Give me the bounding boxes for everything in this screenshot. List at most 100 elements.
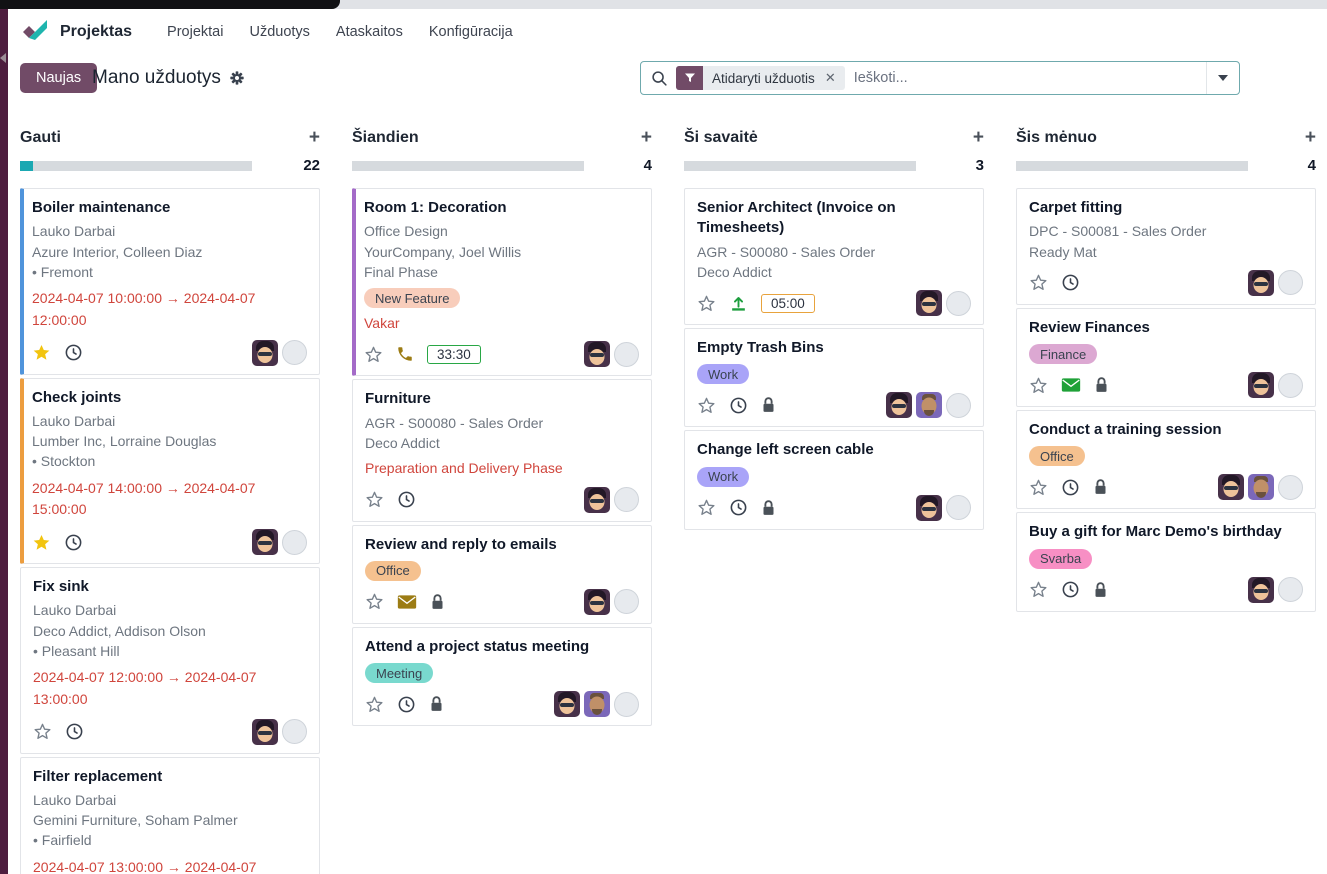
app-name[interactable]: Projektas <box>60 23 133 40</box>
add-card-button[interactable]: + <box>640 127 652 148</box>
star-outline-icon[interactable] <box>1029 376 1048 395</box>
kanban-card[interactable]: Conduct a training session Office <box>1016 410 1316 510</box>
search-input[interactable] <box>853 70 1206 86</box>
star-outline-icon[interactable] <box>364 345 383 364</box>
star-filled-icon[interactable] <box>32 533 51 552</box>
lock-icon[interactable] <box>1093 478 1108 496</box>
envelope-icon[interactable] <box>397 594 417 610</box>
star-outline-icon[interactable] <box>697 294 716 313</box>
assignee-avatar[interactable] <box>1248 269 1274 296</box>
star-outline-icon[interactable] <box>33 722 52 741</box>
star-outline-icon[interactable] <box>1029 580 1048 599</box>
tag-pill[interactable]: Finance <box>1029 344 1098 365</box>
star-outline-icon[interactable] <box>1029 478 1048 497</box>
kanban-card[interactable]: Filter replacement Lauko Darbai Gemini Fur… <box>20 756 320 874</box>
assignee-avatar[interactable] <box>1248 474 1274 501</box>
kanban-card[interactable]: Attend a project status meeting Meeting <box>352 626 652 727</box>
assignee-avatar[interactable] <box>1248 576 1274 603</box>
star-outline-icon[interactable] <box>697 498 716 517</box>
assignee-placeholder-circle[interactable] <box>1278 577 1303 603</box>
star-outline-icon[interactable] <box>1029 273 1048 292</box>
kanban-card[interactable]: Review Finances Finance <box>1016 307 1316 408</box>
assignee-avatar[interactable] <box>554 691 580 718</box>
kanban-card[interactable]: Senior Architect (Invoice on Timesheets)… <box>684 188 984 326</box>
assignee-avatar[interactable] <box>584 691 610 718</box>
nav-item-konfiguracija[interactable]: Konfigūracija <box>428 24 513 40</box>
app-logo-icon[interactable] <box>20 19 50 45</box>
assignee-avatar[interactable] <box>252 529 278 556</box>
clock-icon[interactable] <box>1061 273 1080 292</box>
lock-icon[interactable] <box>761 396 776 414</box>
clock-icon[interactable] <box>1061 580 1080 599</box>
assignee-placeholder-circle[interactable] <box>282 529 307 555</box>
assignee-placeholder-circle[interactable] <box>614 341 639 367</box>
time-badge[interactable]: 05:00 <box>761 293 815 313</box>
assignee-placeholder-circle[interactable] <box>614 589 639 615</box>
clock-icon[interactable] <box>64 343 83 362</box>
lock-icon[interactable] <box>430 593 445 611</box>
search-filter-chip[interactable]: Atidaryti užduotis ✕ <box>676 66 845 90</box>
star-outline-icon[interactable] <box>365 592 384 611</box>
clock-icon[interactable] <box>1061 478 1080 497</box>
collapse-arrow-icon[interactable] <box>0 53 6 63</box>
kanban-card[interactable]: Review and reply to emails Office <box>352 524 652 624</box>
kanban-card[interactable]: Fix sink Lauko Darbai Deco Addict, Addison… <box>20 567 320 754</box>
star-outline-icon[interactable] <box>365 695 384 714</box>
kanban-card[interactable]: Room 1: Decoration Office Design YourCompa… <box>352 188 652 377</box>
assignee-avatar[interactable] <box>1218 474 1244 501</box>
nav-item-uzduotys[interactable]: Užduotys <box>249 24 310 40</box>
assignee-avatar[interactable] <box>886 392 912 419</box>
kanban-card[interactable]: Furniture AGR - S00080 - Sales Order Deco … <box>352 379 652 522</box>
search-dropdown-toggle[interactable] <box>1206 62 1239 94</box>
add-card-button[interactable]: + <box>308 127 320 148</box>
clock-icon[interactable] <box>729 396 748 415</box>
assignee-placeholder-circle[interactable] <box>282 340 307 366</box>
assignee-avatar[interactable] <box>916 494 942 521</box>
column-progress-bar[interactable] <box>1016 160 1248 171</box>
kanban-card[interactable]: Carpet fitting DPC - S00081 - Sales Order… <box>1016 188 1316 305</box>
assignee-placeholder-circle[interactable] <box>946 495 971 521</box>
assignee-avatar[interactable] <box>1248 372 1274 399</box>
star-outline-icon[interactable] <box>365 490 384 509</box>
assignee-placeholder-circle[interactable] <box>1278 474 1303 500</box>
clock-icon[interactable] <box>64 533 83 552</box>
add-card-button[interactable]: + <box>1304 127 1316 148</box>
assignee-placeholder-circle[interactable] <box>614 691 639 717</box>
assignee-placeholder-circle[interactable] <box>946 392 971 418</box>
assignee-avatar[interactable] <box>584 486 610 513</box>
lock-icon[interactable] <box>429 695 444 713</box>
tag-pill[interactable]: Meeting <box>365 663 434 684</box>
nav-item-ataskaitos[interactable]: Ataskaitos <box>335 24 403 40</box>
assignee-avatar[interactable] <box>916 290 942 317</box>
new-button[interactable]: Naujas <box>20 63 98 93</box>
tag-pill[interactable]: Office <box>1029 446 1085 467</box>
assignee-avatar[interactable] <box>252 339 278 366</box>
tag-pill[interactable]: Work <box>697 364 750 385</box>
kanban-card[interactable]: Change left screen cable Work <box>684 430 984 530</box>
star-outline-icon[interactable] <box>697 396 716 415</box>
clock-icon[interactable] <box>65 722 84 741</box>
kanban-card[interactable]: Check joints Lauko Darbai Lumber Inc, Lorr… <box>20 377 320 565</box>
lock-icon[interactable] <box>1094 376 1109 394</box>
tag-pill[interactable]: Office <box>365 560 421 581</box>
kanban-card[interactable]: Empty Trash Bins Work <box>684 328 984 428</box>
assignee-placeholder-circle[interactable] <box>1278 270 1303 296</box>
assignee-avatar[interactable] <box>584 341 610 368</box>
nav-item-projektai[interactable]: Projektai <box>167 24 224 40</box>
column-progress-bar[interactable] <box>352 160 584 171</box>
lock-icon[interactable] <box>1093 581 1108 599</box>
assignee-placeholder-circle[interactable] <box>282 719 307 745</box>
add-card-button[interactable]: + <box>972 127 984 148</box>
clock-icon[interactable] <box>397 695 416 714</box>
star-filled-icon[interactable] <box>32 343 51 362</box>
kanban-card[interactable]: Buy a gift for Marc Demo's birthday Svarb… <box>1016 512 1316 612</box>
gear-icon[interactable] <box>229 70 245 86</box>
assignee-avatar[interactable] <box>252 718 278 745</box>
assignee-placeholder-circle[interactable] <box>1278 372 1303 398</box>
kanban-card[interactable]: Boiler maintenance Lauko Darbai Azure Inte… <box>20 188 320 375</box>
upload-icon[interactable] <box>729 294 748 313</box>
assignee-placeholder-circle[interactable] <box>614 487 639 513</box>
phone-icon[interactable] <box>396 345 414 363</box>
lock-icon[interactable] <box>761 499 776 517</box>
assignee-avatar[interactable] <box>916 392 942 419</box>
